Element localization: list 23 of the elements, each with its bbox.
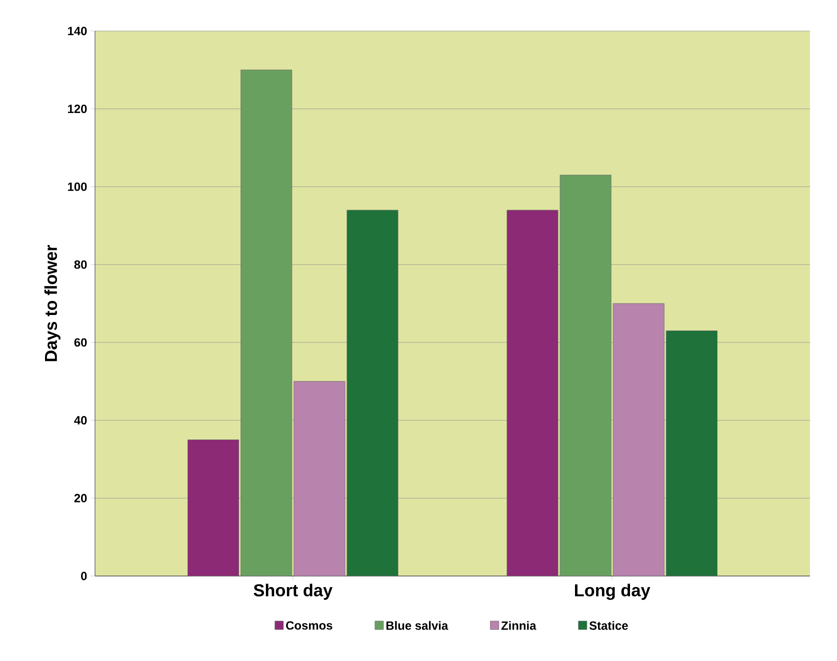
legend-label: Cosmos [286,621,332,630]
y-tick-label: 20 [74,494,87,502]
y-tick-label: 40 [74,416,87,425]
legend-label: Blue salvia [386,621,448,630]
y-axis-title: Days to flower [44,244,60,362]
y-tick-label: 120 [68,104,87,114]
y-tick-label: 140 [68,26,87,36]
y-tick-label: 80 [74,260,87,269]
bar [612,303,664,576]
bar [346,210,398,576]
y-tick-label: 60 [74,338,87,347]
x-tick-label: Short day [254,584,332,600]
y-tick-label: 0 [81,572,87,580]
legend-label: Statice [589,621,628,630]
bar [560,174,612,576]
bar [294,381,346,576]
x-tick-label: Long day [575,584,650,600]
bar [666,330,718,576]
y-tick-label: 100 [68,182,87,191]
bar [240,70,292,576]
bar [188,440,240,576]
bar [506,210,558,576]
legend-label: Zinnia [501,621,536,630]
